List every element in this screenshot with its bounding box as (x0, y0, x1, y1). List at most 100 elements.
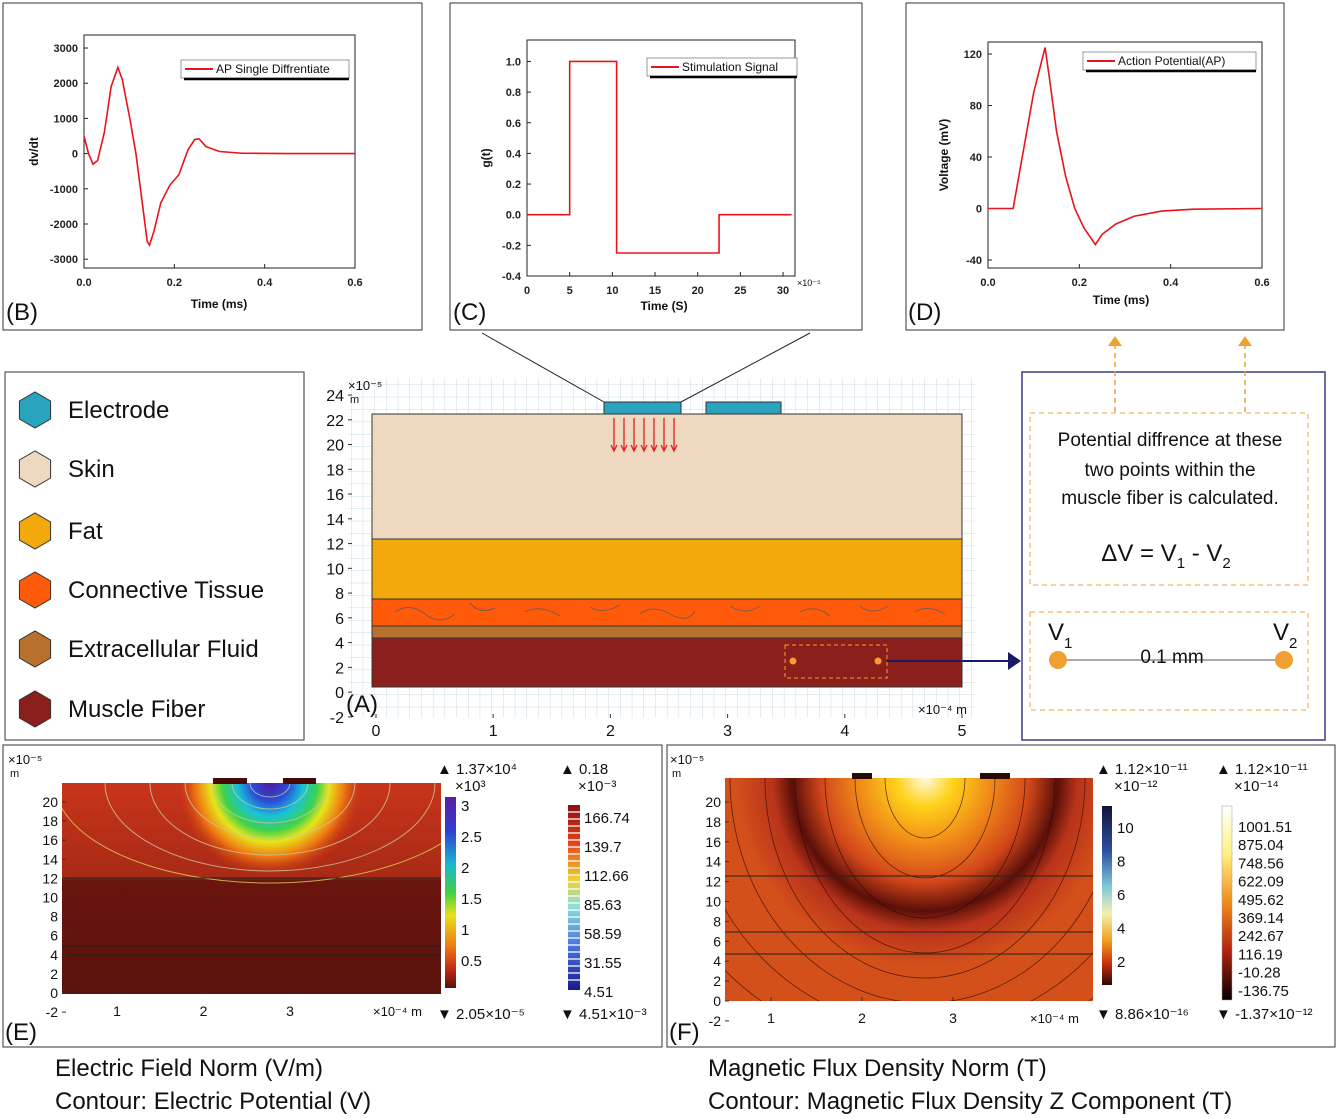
zoom-line (680, 332, 811, 403)
x-tick-label: 5 (958, 723, 967, 740)
x-axis-label: Time (S) (640, 299, 687, 313)
legend-icon (18, 690, 52, 728)
colorbar-tick: 875.04 (1238, 837, 1284, 854)
x-tick-label: 4 (840, 723, 849, 740)
colorbar-exponent: ×10³ (455, 778, 485, 795)
panel-a (348, 332, 1021, 718)
contours (62, 783, 441, 884)
colorbar-exponent: ×10⁻³ (578, 778, 616, 795)
electrode (980, 773, 1010, 779)
legend-label: Connective Tissue (68, 577, 264, 604)
legend-icon (18, 391, 52, 429)
y-tick-label: 0 (976, 204, 982, 216)
y-tick-label: -2 (709, 1013, 722, 1029)
y-tick-label: -3000 (50, 254, 78, 266)
y-tick-label: 1000 (54, 113, 78, 125)
arrow-head (1008, 652, 1021, 670)
y-tick-label: 0 (50, 985, 58, 1001)
plot-frame (83, 34, 356, 269)
probe-point (874, 657, 882, 665)
calc-box: Potential diffrence at these two points … (1029, 336, 1309, 711)
legend-label: Extracellular Fluid (68, 636, 259, 663)
panel-label: (A) (346, 691, 378, 718)
colorbar-tick: 139.7 (584, 839, 622, 856)
calc-frame (1021, 371, 1326, 741)
x-tick-label: 30 (777, 285, 789, 297)
x-tick-label: 20 (692, 285, 704, 297)
field-glow (62, 783, 441, 879)
y-tick-label: 12 (326, 537, 344, 554)
y-tick-label: 18 (326, 462, 344, 479)
calc-text: Potential diffrence at these (1058, 430, 1283, 451)
colorbar-tick: 4.51 (584, 984, 613, 1001)
colorbar-tick: 6 (1117, 887, 1125, 904)
panel-label: (C) (453, 299, 486, 326)
point-label-main: V (1273, 619, 1289, 646)
y-tick-label: 8 (50, 909, 58, 925)
y-tick-label: 4 (50, 947, 58, 963)
y-tick-label: 20 (42, 794, 58, 810)
y-tick-label: 0.8 (506, 87, 521, 99)
point (1049, 651, 1067, 669)
legend-label: Muscle Fiber (68, 696, 205, 723)
y-tick-label: 0.4 (506, 148, 522, 160)
colorbar-tick: 4 (1117, 921, 1125, 938)
arrow-head (1108, 336, 1252, 346)
colorbar-min: ▼ 4.51×10⁻³ (560, 1006, 647, 1023)
panel-label: (F) (669, 1019, 700, 1046)
colorbar-tick: 8 (1117, 854, 1125, 871)
x-tick-label: 0.0 (76, 277, 91, 289)
y-tick-label: -0.4 (502, 271, 522, 283)
y-tick-label: 20 (705, 794, 721, 810)
caption: Contour: Magnetic Flux Density Z Compone… (708, 1088, 1232, 1115)
legend-icon (18, 512, 52, 550)
colorbar-tick: -10.28 (1238, 965, 1281, 982)
x-tick-label: 0.6 (347, 277, 362, 289)
colorbar-tick: 1001.51 (1238, 819, 1292, 836)
skin-layer (371, 413, 963, 540)
fat-layer (371, 538, 963, 600)
y-tick-label: 12 (42, 870, 58, 886)
legend-label: Electrode (68, 397, 169, 424)
electrode (603, 401, 682, 415)
x-unit: ×10⁻⁴ m (918, 702, 967, 717)
y-tick-label: 6 (50, 928, 58, 944)
y-tick-label: 0 (335, 685, 344, 702)
x-tick-label: 2 (200, 1003, 208, 1019)
y-tick-label: 2 (335, 660, 344, 677)
y-tick-label: 0.2 (506, 179, 521, 191)
colorbar-min: ▼ 8.86×10⁻¹⁶ (1096, 1006, 1189, 1023)
x-tick-label: 10 (606, 285, 618, 297)
y-axis-label: Voltage (mV) (937, 119, 951, 191)
legend-label: Stimulation Signal (682, 60, 778, 74)
y-tick-label: 0.0 (506, 210, 521, 222)
x-tick-label: 25 (734, 285, 746, 297)
y-tick-label: 120 (964, 49, 982, 61)
point-label-sub: 1 (1064, 635, 1072, 652)
x-tick-label: 2 (858, 1010, 866, 1026)
point-label: V1 (1048, 619, 1072, 652)
colorbar-tick: 0.5 (461, 953, 482, 970)
y-tick-label: 8 (713, 913, 721, 929)
colorbar-tick: 58.59 (584, 926, 622, 943)
colorbar-max: ▲ 1.12×10⁻¹¹ (1216, 761, 1308, 778)
point-label-sub: 2 (1289, 635, 1297, 652)
legend-label: Skin (68, 456, 115, 483)
x-tick-label: 2 (606, 723, 615, 740)
panel-label: (E) (5, 1019, 37, 1046)
colorbar-tick: 112.66 (584, 868, 629, 885)
colorbar-tick: 2 (1117, 954, 1125, 971)
colorbar-stripes (568, 811, 580, 981)
colorbar-max: ▲ 1.12×10⁻¹¹ (1096, 761, 1188, 778)
x-tick-label: 3 (723, 723, 732, 740)
y-exponent: ×10⁻⁵ (670, 752, 704, 767)
y-tick-label: 14 (326, 512, 344, 529)
y-tick-label: -40 (966, 255, 982, 267)
y-unit: m (672, 768, 681, 780)
colorbar-tick: 1 (461, 922, 469, 939)
electrode (213, 778, 247, 784)
colorbar-tick: 2 (461, 860, 469, 877)
legend-icon (18, 630, 52, 668)
colorbar (568, 805, 580, 990)
